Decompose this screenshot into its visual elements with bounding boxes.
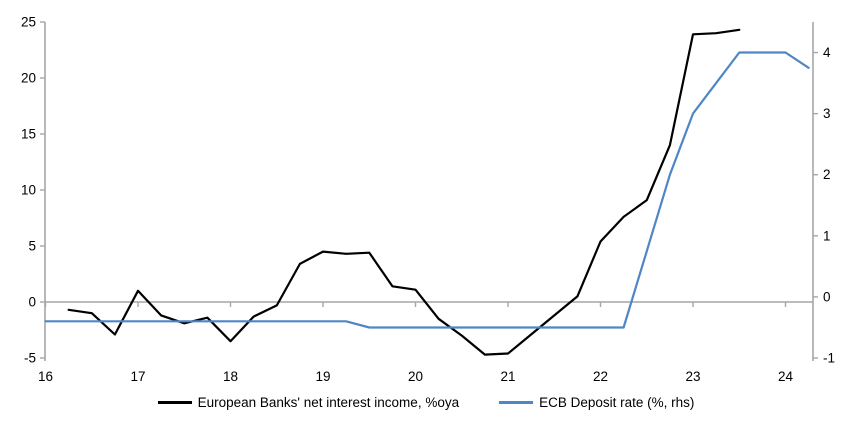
x-axis-tick-label: 19	[315, 369, 330, 384]
legend-item-nii: European Banks' net interest income, %oy…	[157, 395, 460, 410]
series-ecb-line	[44, 51, 810, 329]
blue-line-swatch	[499, 401, 534, 404]
left-axis-tick-label: 10	[21, 183, 36, 198]
legend-label-ecb: ECB Deposit rate (%, rhs)	[539, 395, 695, 410]
x-axis-tick-label: 16	[38, 369, 53, 384]
legend-label-nii: European Banks' net interest income, %oy…	[197, 395, 460, 410]
right-axis-tick-label: 1	[823, 228, 831, 243]
left-axis-tick-label: 0	[28, 295, 36, 310]
x-axis-tick-label: 17	[130, 369, 145, 384]
legend: European Banks' net interest income, %oy…	[0, 395, 852, 410]
x-axis-tick-label: 20	[408, 369, 423, 384]
left-axis-tick-label: 25	[21, 15, 36, 30]
right-axis-tick-label: 2	[823, 167, 831, 182]
black-line-swatch	[157, 401, 192, 404]
x-axis-tick-label: 22	[593, 369, 608, 384]
x-axis-tick-label: 24	[778, 369, 794, 384]
right-axis-tick-label: 4	[823, 45, 831, 60]
legend-item-ecb: ECB Deposit rate (%, rhs)	[499, 395, 694, 410]
x-axis-tick-label: 18	[223, 369, 238, 384]
right-axis-tick-label: 3	[823, 106, 831, 121]
x-axis-tick-label: 23	[685, 369, 700, 384]
x-axis-tick-label: 21	[500, 369, 515, 384]
left-axis-tick-label: 5	[28, 239, 36, 254]
left-axis-tick-label: 15	[21, 127, 36, 142]
left-axis-tick-label: -5	[24, 351, 36, 366]
left-axis-tick-label: 20	[21, 71, 36, 86]
series-nii-line	[67, 28, 741, 356]
right-axis-tick-label: -1	[823, 351, 835, 366]
right-axis-tick-label: 0	[823, 289, 831, 304]
